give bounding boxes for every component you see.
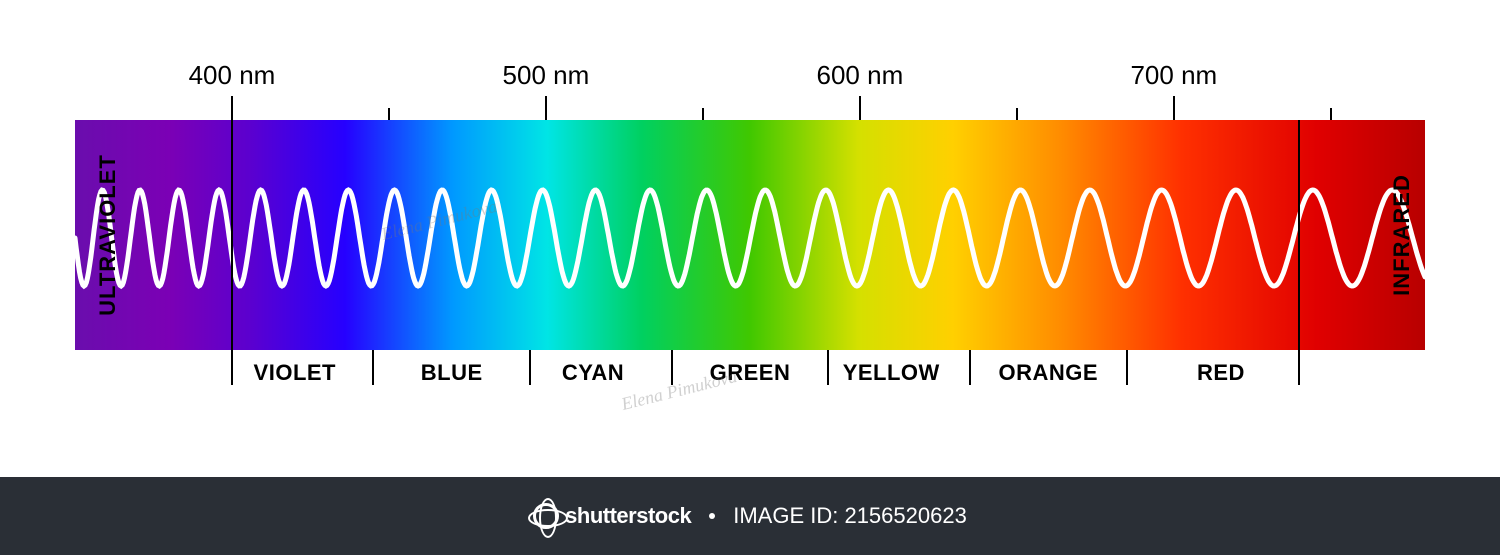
color-label: BLUE <box>421 360 483 386</box>
boundary-line <box>231 120 233 385</box>
scale-tick <box>702 108 704 120</box>
wavelength-scale: 400 nm 500 nm 600 nm 700 nm <box>75 60 1425 110</box>
scale-tick <box>1330 108 1332 120</box>
shutterstock-logo: shutterstock <box>533 503 691 529</box>
color-label: RED <box>1197 360 1245 386</box>
color-divider <box>827 350 829 385</box>
color-band-labels: VIOLET BLUE CYAN GREEN YELLOW ORANGE RED <box>75 360 1425 400</box>
scale-label: 700 nm <box>1130 60 1217 91</box>
stock-footer: shutterstock IMAGE ID: 2156520623 <box>0 477 1500 555</box>
separator-dot <box>709 513 715 519</box>
scale-label: 400 nm <box>189 60 276 91</box>
spectrum-diagram: 400 nm 500 nm 600 nm 700 nm ULTRAVIOLET INF… <box>75 60 1425 440</box>
color-divider <box>671 350 673 385</box>
scale-tick <box>1016 108 1018 120</box>
brand-text: shutterstock <box>565 503 691 529</box>
image-id-text: IMAGE ID: 2156520623 <box>733 503 967 529</box>
scale-label: 500 nm <box>503 60 590 91</box>
color-divider <box>1126 350 1128 385</box>
boundary-line <box>1298 120 1300 385</box>
color-label: VIOLET <box>254 360 336 386</box>
shutterstock-logo-icon <box>533 503 559 529</box>
color-label: ORANGE <box>998 360 1098 386</box>
side-label-ultraviolet: ULTRAVIOLET <box>95 154 121 316</box>
color-label: GREEN <box>710 360 791 386</box>
scale-tick <box>1173 96 1175 120</box>
color-label: CYAN <box>562 360 624 386</box>
color-divider <box>969 350 971 385</box>
scale-tick <box>859 96 861 120</box>
color-label: YELLOW <box>843 360 940 386</box>
scale-tick <box>231 96 233 120</box>
wave-curve <box>75 120 1425 350</box>
color-divider <box>529 350 531 385</box>
scale-tick <box>545 96 547 120</box>
color-divider <box>372 350 374 385</box>
scale-label: 600 nm <box>817 60 904 91</box>
scale-tick <box>388 108 390 120</box>
side-label-infrared: INFRARED <box>1389 174 1415 296</box>
